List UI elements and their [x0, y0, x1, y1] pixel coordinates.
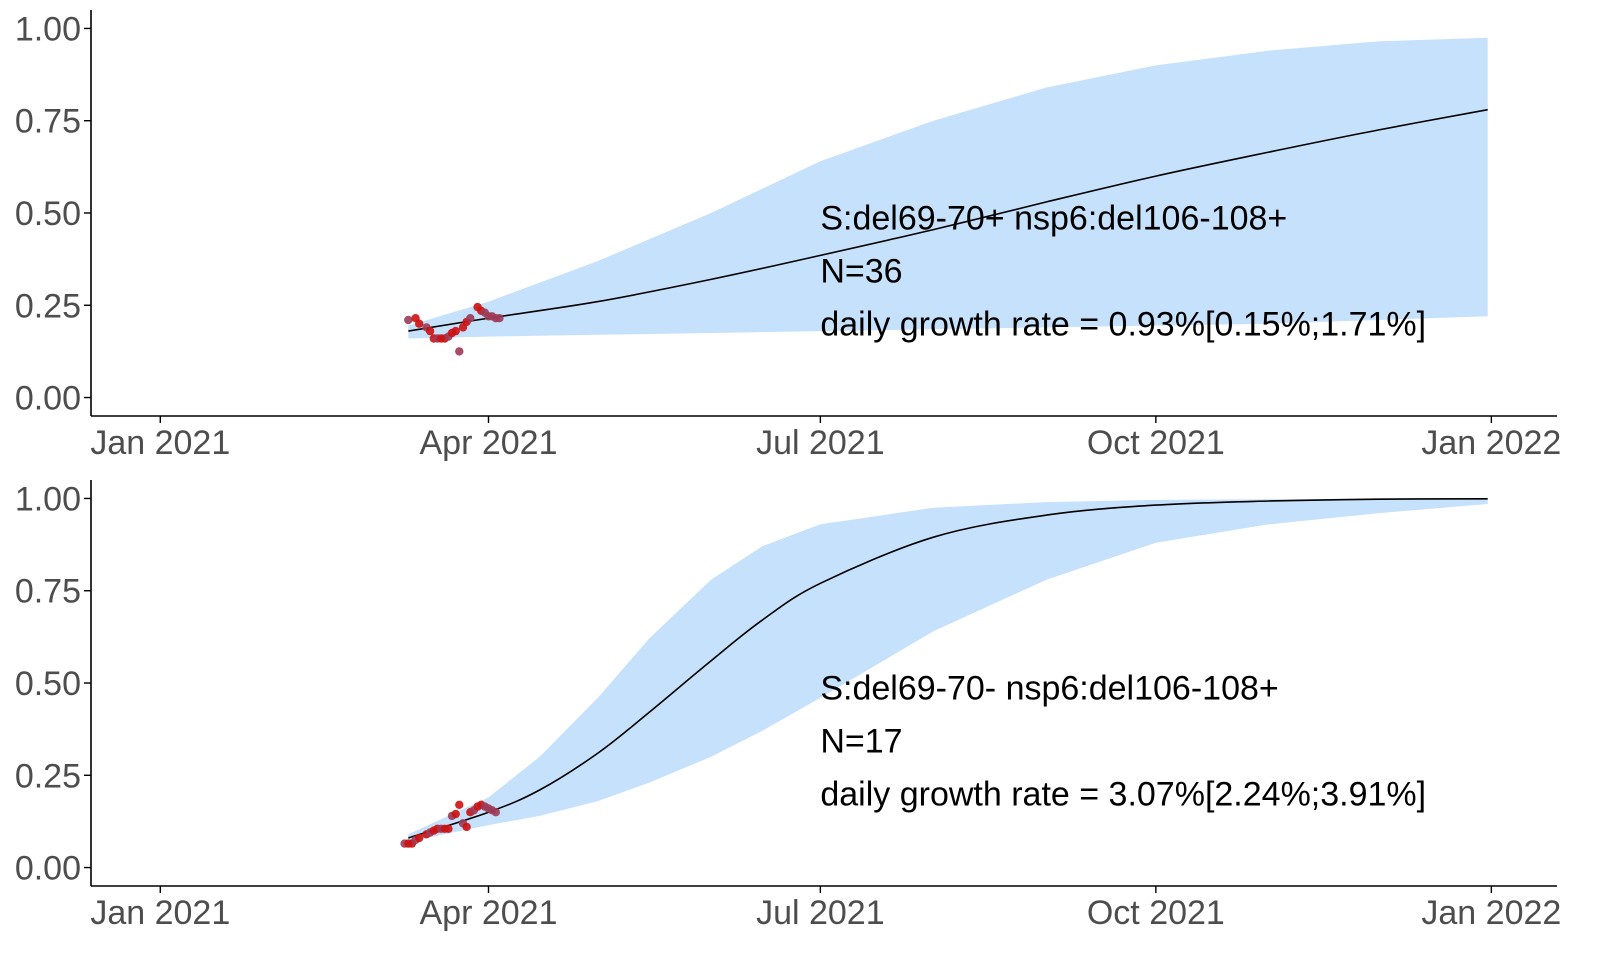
x-tick-label: Jul 2021 [756, 894, 885, 932]
panel-top: 0.00 0.25 0.50 0.75 1.00 Jan 2021 Apr 2021 Jul … [15, 10, 1561, 462]
confidence-band [408, 498, 1488, 842]
data-point [451, 326, 460, 336]
x-tick-label: Jul 2021 [756, 424, 885, 462]
data-point [444, 824, 453, 833]
y-tick-label: 0.00 [15, 380, 81, 418]
x-tick-label: Jan 2022 [1421, 424, 1561, 462]
annotation-line: N=36 [820, 253, 902, 291]
annotation-line: daily growth rate = 3.07%[2.24%;3.91%] [820, 776, 1426, 814]
data-point [425, 326, 435, 336]
data-point [462, 822, 471, 832]
y-tick-label: 0.00 [15, 850, 81, 888]
y-tick-label: 1.00 [15, 480, 81, 518]
annotation-line: daily growth rate = 0.93%[0.15%;1.71%] [820, 306, 1426, 344]
data-point [466, 314, 475, 323]
x-tick-label: Oct 2021 [1087, 424, 1225, 462]
y-tick-label: 0.50 [15, 665, 81, 703]
data-point [455, 347, 464, 356]
x-tick-label: Jan 2021 [90, 894, 230, 932]
data-point [451, 809, 460, 819]
y-tick-label: 0.50 [15, 195, 81, 233]
x-tick-label: Apr 2021 [419, 424, 557, 462]
y-tick-label: 0.75 [15, 573, 81, 611]
fitted-line [408, 498, 1488, 839]
x-tick-label: Jan 2022 [1421, 894, 1561, 932]
data-point [415, 833, 424, 843]
panel-bottom: 0.00 0.25 0.50 0.75 1.00 Jan 2021 Apr 2021 Jul … [15, 480, 1561, 932]
confidence-band [408, 37, 1488, 339]
data-point [404, 315, 413, 325]
annotation-line: S:del69-70- nsp6:del106-108+ [820, 670, 1278, 708]
data-point [495, 314, 504, 323]
annotation-line: N=17 [820, 723, 902, 761]
x-tick-label: Oct 2021 [1087, 894, 1225, 932]
y-tick-label: 1.00 [15, 10, 81, 48]
x-tick-label: Apr 2021 [419, 894, 557, 932]
data-point [491, 808, 500, 817]
fitted-line [408, 108, 1488, 332]
data-point [415, 319, 424, 328]
data-point [455, 800, 464, 809]
annotation-line: S:del69-70+ nsp6:del106-108+ [820, 200, 1287, 238]
x-tick-label: Jan 2021 [90, 424, 230, 462]
y-tick-label: 0.25 [15, 287, 81, 325]
y-tick-label: 0.75 [15, 103, 81, 141]
y-tick-label: 0.25 [15, 757, 81, 795]
